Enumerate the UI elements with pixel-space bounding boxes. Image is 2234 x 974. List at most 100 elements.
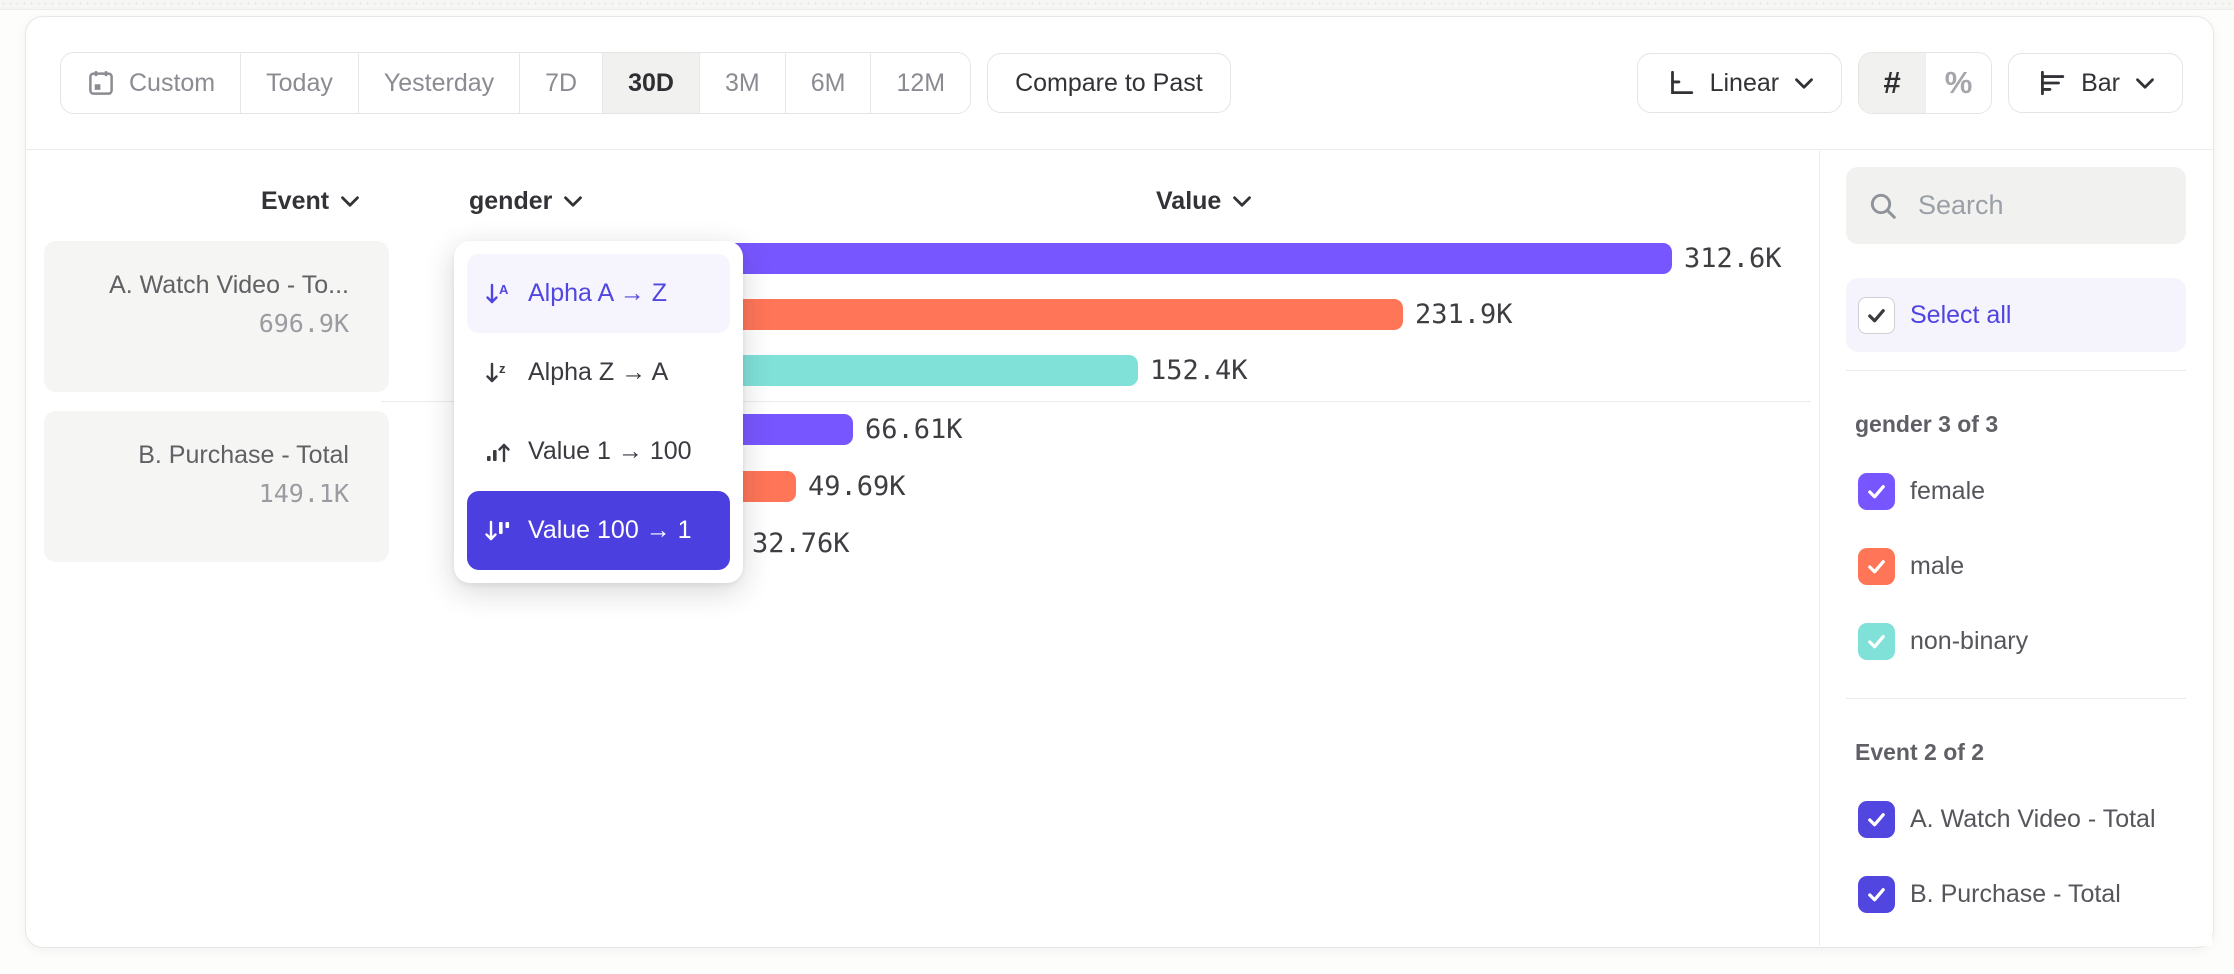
chevron-down-icon	[2135, 77, 2155, 90]
bar-value-label: 32.76K	[752, 528, 850, 559]
date-range-12m[interactable]: 12M	[870, 53, 971, 113]
compare-to-past-button[interactable]: Compare to Past	[987, 53, 1231, 113]
bar-value-label: 66.61K	[865, 414, 963, 445]
date-range-label: 3M	[724, 68, 760, 97]
date-range-label: Custom	[129, 68, 216, 97]
event-column-label: Event	[261, 187, 330, 215]
bar-value-label: 312.6K	[1684, 243, 1782, 274]
value-column-header[interactable]: Value	[1156, 187, 1252, 216]
chevron-down-icon	[1232, 195, 1252, 208]
sort-option-alpha-a-z[interactable]: A Alpha A → Z	[467, 254, 730, 333]
sort-za-icon: z	[483, 358, 513, 388]
toolbar: Custom Today Yesterday 7D 30D 3M 6M 12M Compare…	[26, 17, 2213, 150]
date-range-yesterday[interactable]: Yesterday	[357, 53, 520, 113]
bar-value-label: 152.4K	[1150, 355, 1248, 386]
date-range-label: Today	[266, 68, 333, 97]
sidebar-divider	[1846, 370, 2186, 371]
scale-label: Linear	[1709, 68, 1780, 97]
event-card[interactable]: B. Purchase - Total 149.1K	[44, 411, 389, 562]
sort-desc-icon	[483, 516, 513, 546]
sort-option-label: Alpha A → Z	[528, 279, 667, 307]
checkbox-checked-icon[interactable]	[1858, 548, 1895, 585]
select-all-label: Select all	[1910, 300, 2012, 329]
search-icon	[1867, 190, 1899, 222]
date-range-label: 7D	[545, 68, 578, 97]
checkbox-checked-icon[interactable]	[1858, 876, 1895, 913]
event-column-header[interactable]: Event	[261, 187, 360, 216]
report-card: Custom Today Yesterday 7D 30D 3M 6M 12M Compare…	[25, 16, 2214, 948]
event-card-total: 696.9K	[258, 309, 349, 338]
date-range-3m[interactable]: 3M	[698, 53, 785, 113]
sort-option-label: Alpha Z → A	[528, 358, 669, 386]
event-card-total: 149.1K	[258, 479, 349, 508]
select-all-checkbox[interactable]	[1858, 296, 1895, 334]
chevron-down-icon	[1794, 77, 1814, 90]
sort-option-alpha-z-a[interactable]: z Alpha Z → A	[467, 333, 730, 412]
breakdown-column-label: gender	[469, 187, 553, 215]
linear-axis-icon	[1665, 68, 1695, 98]
filter-row-female[interactable]: female	[1846, 473, 2186, 510]
sidebar-search	[1846, 167, 2186, 244]
number-format-button[interactable]: #	[1859, 53, 1926, 113]
date-range-today[interactable]: Today	[240, 53, 358, 113]
bar-female-a[interactable]	[631, 243, 1672, 274]
sort-option-value-1-100[interactable]: Value 1 → 100	[467, 412, 730, 491]
checkbox-checked-icon[interactable]	[1858, 623, 1895, 660]
filter-label: male	[1910, 552, 1965, 580]
event-card[interactable]: A. Watch Video - To... 696.9K	[44, 241, 389, 392]
chevron-down-icon	[563, 195, 583, 208]
date-range-30d[interactable]: 30D	[602, 53, 699, 113]
event-card-title: B. Purchase - Total	[138, 441, 349, 469]
filter-row-non-binary[interactable]: non-binary	[1846, 623, 2186, 660]
scale-select-button[interactable]: Linear	[1636, 53, 1843, 113]
sidebar-divider	[1846, 698, 2186, 699]
date-range-custom[interactable]: Custom	[61, 53, 241, 113]
filter-row-a-watch-video-total[interactable]: A. Watch Video - Total	[1846, 801, 2186, 838]
chevron-down-icon	[340, 195, 360, 208]
checkbox-checked-icon[interactable]	[1858, 801, 1895, 838]
date-range-label: Yesterday	[383, 68, 495, 97]
sort-az-icon: A	[483, 279, 513, 309]
breakdown-column-header[interactable]: gender	[469, 187, 583, 216]
date-range-label: 6M	[810, 68, 846, 97]
bar-male-a[interactable]	[631, 299, 1403, 330]
group-separator	[381, 401, 1811, 402]
sort-option-label: Value 100 → 1	[528, 516, 692, 544]
calendar-icon	[86, 68, 116, 98]
filter-row-b-purchase-total[interactable]: B. Purchase - Total	[1846, 876, 2186, 913]
sort-option-label: Value 1 → 100	[528, 437, 692, 465]
date-range-label: 12M	[896, 68, 946, 97]
svg-text:z: z	[499, 361, 506, 376]
search-input[interactable]	[1916, 189, 2165, 222]
filter-label: female	[1910, 477, 1986, 505]
date-range-6m[interactable]: 6M	[784, 53, 871, 113]
sort-asc-icon	[483, 437, 513, 467]
chart-type-label: Bar	[2081, 68, 2120, 97]
event-card-title: A. Watch Video - To...	[109, 271, 349, 299]
sort-option-value-100-1[interactable]: Value 100 → 1	[467, 491, 730, 570]
toolbar-left-group: Custom Today Yesterday 7D 30D 3M 6M 12M Compare…	[60, 52, 1231, 114]
sort-dropdown-menu: A Alpha A → Z z Alpha Z → A Value 1 → 100 Val…	[454, 241, 743, 583]
chart-type-button[interactable]: Bar	[2008, 53, 2183, 113]
value-column-label: Value	[1156, 187, 1222, 215]
filters-sidebar: Select all gender 3 of 3 female male non-bi…	[1819, 151, 2212, 946]
sidebar-sections: gender 3 of 3 female male non-binary Event 2…	[1846, 412, 2186, 913]
filter-row-male[interactable]: male	[1846, 548, 2186, 585]
sidebar-section-title: Event 2 of 2	[1855, 739, 1985, 765]
percent-format-button[interactable]: %	[1925, 53, 1992, 113]
date-range-7d[interactable]: 7D	[519, 53, 603, 113]
select-all-row[interactable]: Select all	[1846, 278, 2186, 352]
filter-label: A. Watch Video - Total	[1910, 805, 2156, 833]
checkbox-checked-icon[interactable]	[1858, 473, 1895, 510]
top-strip	[0, 0, 2234, 10]
date-range-label: 30D	[628, 68, 674, 97]
sidebar-section-title: gender 3 of 3	[1855, 411, 1999, 437]
date-range-control: Custom Today Yesterday 7D 30D 3M 6M 12M	[60, 52, 972, 114]
report-body: Event gender Value A. Watch Video - To..…	[27, 151, 2212, 946]
value-format-toggle: # %	[1858, 52, 1993, 114]
filter-label: non-binary	[1910, 627, 2029, 655]
filter-label: B. Purchase - Total	[1910, 880, 2121, 908]
compare-to-past-label: Compare to Past	[1015, 68, 1203, 97]
bar-value-label: 49.69K	[808, 471, 906, 502]
